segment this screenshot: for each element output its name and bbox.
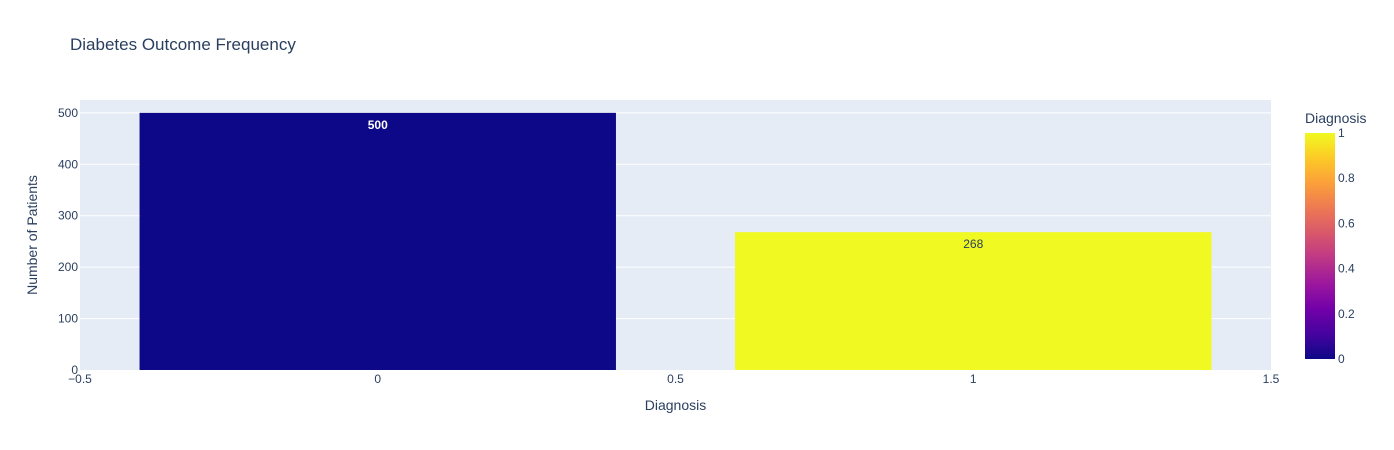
bars: 500 268 — [139, 112, 1212, 370]
x-tick-label: 0.5 — [667, 372, 684, 386]
colorbar-tick-label: 1 — [1338, 126, 1345, 140]
colorbar-tick-label: 0.6 — [1338, 216, 1355, 230]
x-axis-title: Diagnosis — [645, 397, 706, 413]
colorbar-title: Diagnosis — [1305, 110, 1366, 126]
y-axis-ticks: 0 100 200 300 400 500 — [58, 106, 78, 377]
colorbar-tick-label: 0.8 — [1338, 171, 1355, 185]
y-tick-label: 300 — [58, 209, 78, 223]
y-tick-label: 0 — [71, 363, 78, 377]
colorbar-tick-label: 0.2 — [1338, 307, 1355, 321]
y-tick-label: 400 — [58, 157, 78, 171]
bar — [735, 232, 1212, 370]
y-axis-title: Number of Patients — [24, 175, 40, 295]
x-tick-label: 1 — [970, 372, 977, 386]
x-tick-label: −0.5 — [68, 372, 92, 386]
y-tick-label: 200 — [58, 260, 78, 274]
y-tick-label: 100 — [58, 312, 78, 326]
x-tick-label: 1.5 — [1263, 372, 1280, 386]
x-axis-ticks: −0.5 0 0.5 1 1.5 — [68, 372, 1280, 386]
chart-title: Diabetes Outcome Frequency — [70, 35, 296, 54]
colorbar-gradient — [1305, 133, 1335, 359]
x-tick-label: 0 — [374, 372, 381, 386]
y-tick-label: 500 — [58, 106, 78, 120]
bar-value-label: 268 — [963, 237, 983, 251]
colorbar: Diagnosis 0 0.2 0.4 0.6 0.8 1 — [1305, 110, 1366, 366]
colorbar-tick-label: 0 — [1338, 352, 1345, 366]
colorbar-tick-label: 0.4 — [1338, 262, 1355, 276]
bar — [139, 112, 616, 370]
bar-value-label: 500 — [368, 118, 388, 132]
